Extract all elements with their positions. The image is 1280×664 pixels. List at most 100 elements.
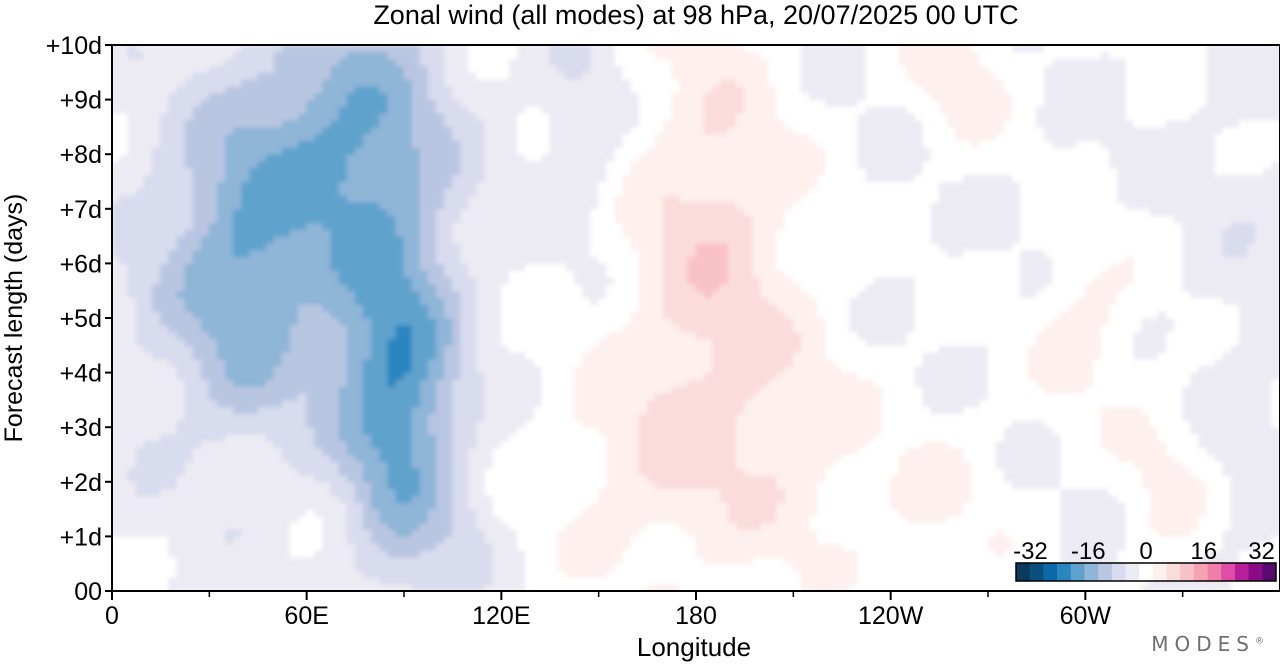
heatmap-cell bbox=[274, 556, 283, 564]
heatmap-cell bbox=[460, 167, 469, 175]
heatmap-cell bbox=[517, 120, 526, 128]
heatmap-cell bbox=[209, 242, 218, 250]
heatmap-cell bbox=[298, 99, 307, 107]
heatmap-cell bbox=[404, 345, 413, 353]
heatmap-cell bbox=[395, 215, 404, 223]
heatmap-cell bbox=[144, 324, 153, 332]
heatmap-cell bbox=[128, 304, 137, 312]
heatmap-cell bbox=[428, 324, 437, 332]
heatmap-cell bbox=[209, 270, 218, 278]
heatmap-cell bbox=[452, 386, 461, 394]
heatmap-cell bbox=[314, 65, 323, 73]
heatmap-cell bbox=[590, 147, 599, 155]
heatmap-cell bbox=[509, 440, 518, 448]
heatmap-cell bbox=[444, 358, 453, 366]
heatmap-cell bbox=[258, 338, 267, 346]
heatmap-cell bbox=[241, 133, 250, 141]
heatmap-cell bbox=[460, 420, 469, 428]
heatmap-cell bbox=[606, 72, 615, 80]
heatmap-cell bbox=[428, 277, 437, 285]
heatmap-cell bbox=[201, 113, 210, 121]
heatmap-cell bbox=[460, 195, 469, 203]
heatmap-cell bbox=[274, 263, 283, 271]
heatmap-cell bbox=[590, 515, 599, 523]
heatmap-cell bbox=[550, 393, 559, 401]
heatmap-cell bbox=[176, 427, 185, 435]
heatmap-cell bbox=[193, 427, 202, 435]
heatmap-cell bbox=[128, 92, 137, 100]
heatmap-cell bbox=[574, 92, 583, 100]
heatmap-cell bbox=[266, 311, 275, 319]
heatmap-cell bbox=[363, 515, 372, 523]
heatmap-cell bbox=[477, 427, 486, 435]
heatmap-cell bbox=[176, 406, 185, 414]
heatmap-cell bbox=[436, 297, 445, 305]
heatmap-cell bbox=[193, 413, 202, 421]
heatmap-cell bbox=[395, 304, 404, 312]
heatmap-cell bbox=[363, 365, 372, 373]
heatmap-cell bbox=[493, 352, 502, 360]
heatmap-cell bbox=[468, 447, 477, 455]
heatmap-cell bbox=[241, 147, 250, 155]
heatmap-cell bbox=[598, 318, 607, 326]
heatmap-cell bbox=[168, 488, 177, 496]
heatmap-cell bbox=[379, 386, 388, 394]
heatmap-cell bbox=[347, 556, 356, 564]
heatmap-cell bbox=[193, 85, 202, 93]
heatmap-cell bbox=[209, 481, 218, 489]
heatmap-cell bbox=[541, 277, 550, 285]
heatmap-cell bbox=[566, 358, 575, 366]
heatmap-cell bbox=[217, 72, 226, 80]
heatmap-cell bbox=[144, 352, 153, 360]
heatmap-cell bbox=[298, 65, 307, 73]
heatmap-cell bbox=[412, 515, 421, 523]
heatmap-cell bbox=[209, 434, 218, 442]
chart-title: Zonal wind (all modes) at 98 hPa, 20/07/… bbox=[373, 0, 1018, 30]
heatmap-cell bbox=[598, 454, 607, 462]
heatmap-cell bbox=[525, 488, 534, 496]
heatmap-cell bbox=[136, 440, 145, 448]
heatmap-cell bbox=[201, 92, 210, 100]
heatmap-cell bbox=[331, 249, 340, 257]
heatmap-cell bbox=[404, 58, 413, 66]
heatmap-cell bbox=[436, 427, 445, 435]
heatmap-cell bbox=[209, 352, 218, 360]
heatmap-cell bbox=[185, 270, 194, 278]
heatmap-cell bbox=[331, 515, 340, 523]
heatmap-cell bbox=[225, 399, 234, 407]
heatmap-cell bbox=[274, 454, 283, 462]
heatmap-cell bbox=[420, 434, 429, 442]
heatmap-cell bbox=[541, 51, 550, 59]
heatmap-cell bbox=[444, 563, 453, 571]
heatmap-cell bbox=[176, 318, 185, 326]
heatmap-cell bbox=[152, 324, 161, 332]
heatmap-cell bbox=[614, 338, 623, 346]
heatmap-cell bbox=[331, 468, 340, 476]
heatmap-cell bbox=[420, 352, 429, 360]
heatmap-cell bbox=[355, 352, 364, 360]
heatmap-cell bbox=[493, 420, 502, 428]
heatmap-cell bbox=[558, 154, 567, 162]
heatmap-cell bbox=[249, 577, 258, 585]
heatmap-cell bbox=[233, 434, 242, 442]
heatmap-cell bbox=[217, 318, 226, 326]
heatmap-cell bbox=[485, 297, 494, 305]
heatmap-cell bbox=[298, 277, 307, 285]
heatmap-cell bbox=[193, 79, 202, 87]
heatmap-cell bbox=[233, 447, 242, 455]
heatmap-cell bbox=[347, 181, 356, 189]
heatmap-cell bbox=[266, 468, 275, 476]
heatmap-cell bbox=[258, 85, 267, 93]
heatmap-cell bbox=[306, 283, 315, 291]
heatmap-cell bbox=[509, 229, 518, 237]
heatmap-cell bbox=[460, 440, 469, 448]
heatmap-cell bbox=[606, 99, 615, 107]
heatmap-cell bbox=[509, 51, 518, 59]
heatmap-cell bbox=[136, 338, 145, 346]
heatmap-cell bbox=[404, 277, 413, 285]
heatmap-cell bbox=[144, 195, 153, 203]
heatmap-cell bbox=[298, 474, 307, 482]
heatmap-cell bbox=[428, 140, 437, 148]
heatmap-cell bbox=[339, 563, 348, 571]
heatmap-cell bbox=[395, 358, 404, 366]
